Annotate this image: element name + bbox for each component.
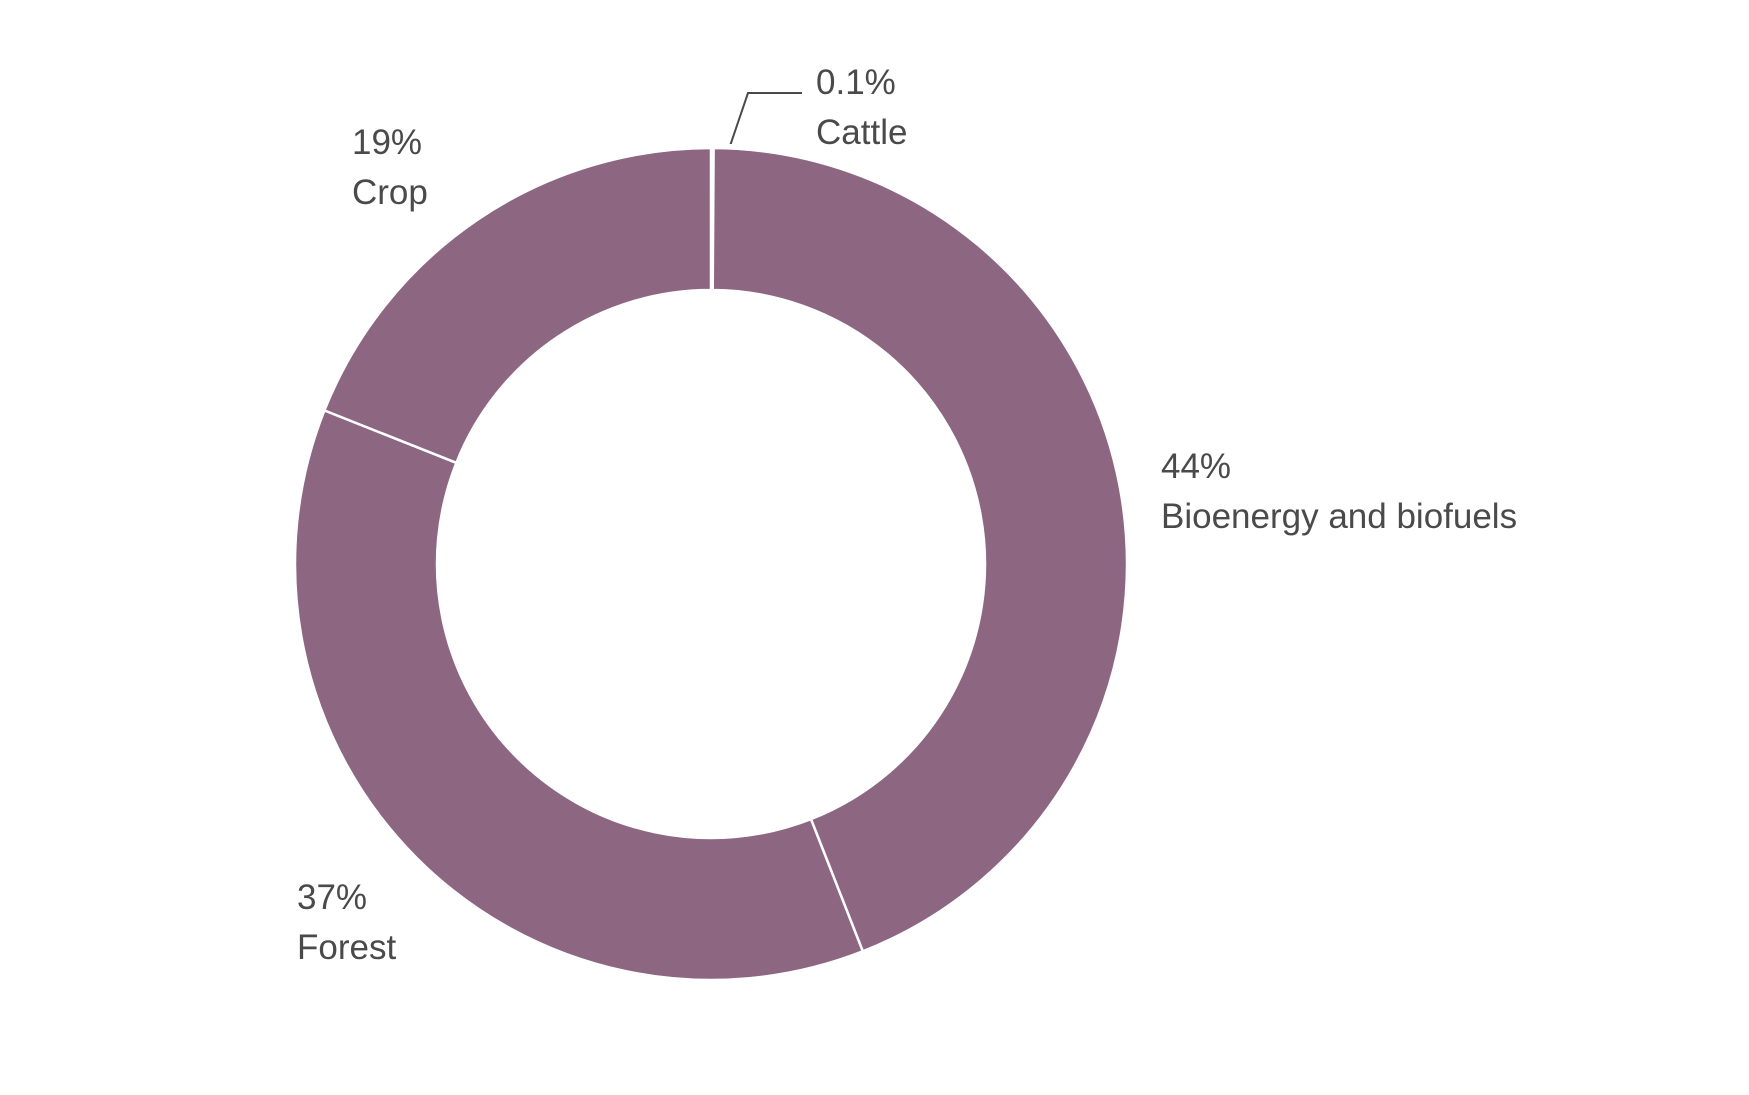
percent-label-bioenergy-and-biofuels: 44% — [1161, 447, 1231, 486]
percent-label-crop: 19% — [352, 123, 422, 162]
category-label-forest: Forest — [297, 928, 396, 967]
percent-label-forest: 37% — [297, 878, 367, 917]
slice-crop — [322, 146, 713, 465]
leaders-layer — [729, 92, 802, 144]
slice-bioenergy-and-biofuels — [711, 146, 1129, 953]
category-label-cattle: Cattle — [816, 113, 907, 152]
percent-label-cattle: 0.1% — [816, 63, 896, 102]
leader-line-cattle — [729, 92, 802, 144]
labels-layer: 0.1% Cattle 44% Bioenergy and biofuels 37% Fo… — [297, 63, 1517, 967]
category-label-crop: Crop — [352, 173, 428, 212]
category-label-bioenergy-and-biofuels: Bioenergy and biofuels — [1161, 497, 1517, 536]
slice-forest — [293, 408, 865, 982]
slices-layer — [293, 146, 1129, 982]
